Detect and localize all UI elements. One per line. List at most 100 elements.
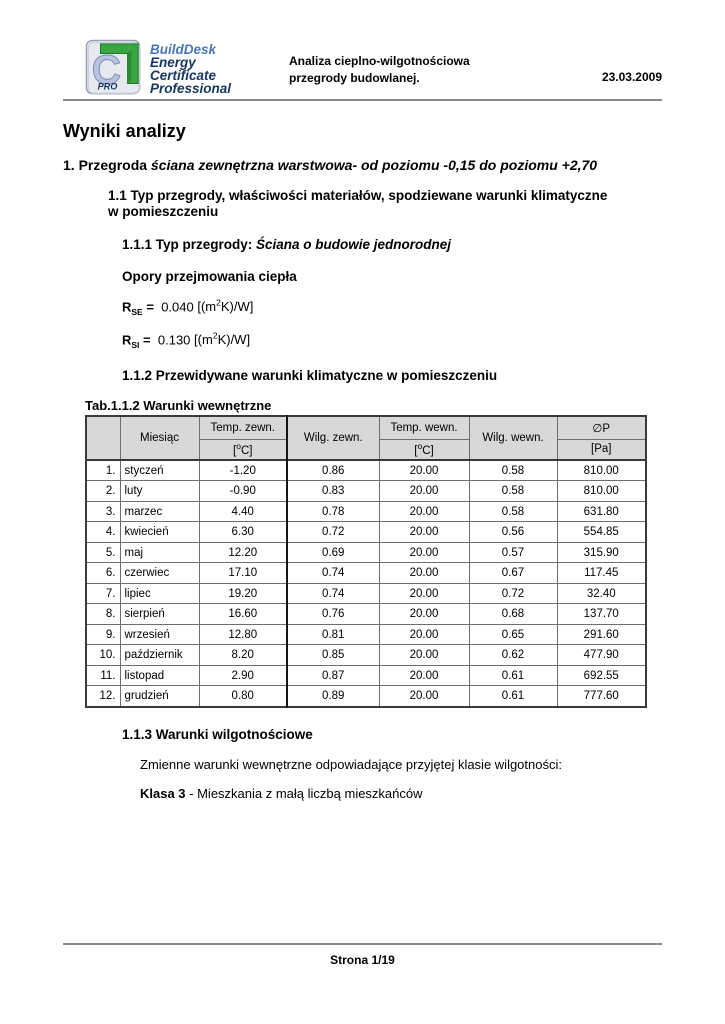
- cell-wilg_zewn: 0.78: [286, 500, 380, 523]
- months-table-body: 1. styczeń -1.20 0.86 20.00 0.58 810.00 2. luty -…: [85, 459, 647, 708]
- cell-temp_zewn: 2.90: [198, 664, 288, 687]
- rse-value-line: RSE = 0.040 [(m2K)/W]: [122, 298, 662, 317]
- cell-temp_wewn: 20.00: [378, 664, 470, 687]
- cell-month: listopad: [119, 664, 200, 687]
- rse-subscript: SE: [131, 306, 143, 317]
- svg-text:C: C: [92, 46, 121, 92]
- table-row: 2. luty -0.90 0.83 20.00 0.58 810.00: [85, 480, 647, 502]
- cell-temp_zewn: 16.60: [198, 603, 288, 625]
- cell-month: styczeń: [119, 459, 200, 482]
- brand-name: BuildDesk: [150, 42, 217, 57]
- document-header: C PRO BuildDesk Energy Certificate Profe…: [63, 38, 662, 101]
- cell-temp_wewn: 20.00: [378, 480, 470, 502]
- cell-p: 315.90: [556, 541, 647, 564]
- cell-month: październik: [119, 644, 200, 666]
- cell-wilg_wewn: 0.58: [468, 480, 558, 502]
- page-title: Wyniki analizy: [63, 121, 186, 141]
- cell-wilg_zewn: 0.81: [286, 623, 380, 646]
- section-1-title: ściana zewnętrzna warstwowa- od poziomu …: [150, 157, 598, 173]
- cell-temp_wewn: 20.00: [378, 500, 470, 523]
- rse-equals: =: [146, 299, 154, 315]
- cell-p: 777.60: [556, 685, 647, 708]
- cell-no: 2.: [85, 480, 121, 502]
- rsi-subscript: SI: [131, 339, 140, 350]
- section-1-1-1-heading: 1.1.1 Typ przegrody: Ściana o budowie je…: [122, 237, 662, 252]
- cell-temp_wewn: 20.00: [378, 562, 470, 584]
- section-1-1-line2: w pomieszczeniu: [108, 204, 219, 219]
- cell-month: wrzesień: [119, 623, 200, 646]
- table-row: 5. maj 12.20 0.69 20.00 0.57 315.90: [85, 541, 647, 564]
- cell-wilg_wewn: 0.72: [468, 582, 558, 605]
- cell-temp_wewn: 20.00: [378, 685, 470, 708]
- cell-month: sierpień: [119, 603, 200, 625]
- cell-temp_wewn: 20.00: [378, 541, 470, 564]
- cell-wilg_wewn: 0.57: [468, 541, 558, 564]
- cell-p: 291.60: [556, 623, 647, 646]
- section-1-prefix: 1. Przegroda: [63, 157, 151, 173]
- section-1-1-line1: 1.1 Typ przegrody, właściwości materiałó…: [108, 188, 608, 203]
- cell-no: 4.: [85, 521, 121, 543]
- cell-temp_zewn: 12.80: [198, 623, 288, 646]
- cell-wilg_zewn: 0.86: [286, 459, 380, 482]
- cell-wilg_zewn: 0.85: [286, 644, 380, 666]
- cell-p: 554.85: [556, 521, 647, 543]
- section-1-1-2-heading: 1.1.2 Przewidywane warunki klimatyczne w…: [122, 367, 498, 383]
- cell-temp_zewn: 19.20: [198, 582, 288, 605]
- col-header-empty: [85, 415, 121, 461]
- section-1-1-1-label: 1.1.1 Typ przegrody:: [122, 237, 257, 252]
- col-header-pressure: ∅P: [556, 415, 647, 440]
- cell-temp_wewn: 20.00: [378, 603, 470, 625]
- rsi-unit: [(m2K)/W]: [194, 330, 251, 348]
- builddesk-logo-icon: C PRO: [85, 39, 141, 95]
- builddesk-logo: C PRO BuildDesk Energy Certificate Profe…: [85, 39, 231, 97]
- unit-temp-wewn: [oC]: [378, 438, 470, 461]
- table-row: 8. sierpień 16.60 0.76 20.00 0.68 137.70: [85, 603, 647, 625]
- col-header-month: Miesiąc: [119, 415, 200, 461]
- svg-text:PRO: PRO: [98, 81, 118, 91]
- col-header-wilg-wewn: Wilg. wewn.: [468, 415, 558, 461]
- cell-wilg_wewn: 0.58: [468, 500, 558, 523]
- cell-month: grudzień: [119, 685, 200, 708]
- cell-temp_zewn: -1.20: [198, 459, 288, 482]
- cell-temp_zewn: 8.20: [198, 644, 288, 666]
- cell-wilg_zewn: 0.76: [286, 603, 380, 625]
- brand-line-certificate: Certificate: [150, 68, 217, 83]
- cell-temp_wewn: 20.00: [378, 521, 470, 543]
- moisture-class-line: Klasa 3 - Mieszkania z małą liczbą miesz…: [140, 786, 662, 801]
- rse-symbol: R: [122, 299, 132, 315]
- cell-no: 5.: [85, 541, 121, 564]
- cell-temp_wewn: 20.00: [378, 623, 470, 646]
- cell-temp_wewn: 20.00: [378, 459, 470, 482]
- table-caption: Tab.1.1.2 Warunki wewnętrzne: [85, 397, 272, 413]
- cell-wilg_wewn: 0.61: [468, 685, 558, 708]
- brand-line-professional: Professional: [150, 81, 232, 96]
- table-row: 3. marzec 4.40 0.78 20.00 0.58 631.80: [85, 500, 647, 523]
- cell-temp_zewn: 17.10: [198, 562, 288, 584]
- table-header: Miesiąc Temp. zewn. Wilg. zewn. Temp. we…: [85, 415, 647, 461]
- cell-wilg_zewn: 0.72: [286, 521, 380, 543]
- cell-no: 6.: [85, 562, 121, 584]
- document-title-line1: Analiza cieplno-wilgotnościowa: [289, 54, 470, 68]
- unit-temp-zewn: [oC]: [198, 438, 288, 461]
- internal-conditions-table: Miesiąc Temp. zewn. Wilg. zewn. Temp. we…: [85, 414, 647, 708]
- page-number: Strona 1/19: [330, 953, 395, 967]
- cell-no: 1.: [85, 459, 121, 482]
- table-row: 4. kwiecień 6.30 0.72 20.00 0.56 554.85: [85, 521, 647, 543]
- brand-text: BuildDesk Energy Certificate Professiona…: [150, 39, 231, 97]
- table-row: 11. listopad 2.90 0.87 20.00 0.61 692.55: [85, 664, 647, 687]
- cell-temp_wewn: 20.00: [378, 582, 470, 605]
- unit-pressure: [Pa]: [556, 438, 647, 461]
- cell-wilg_wewn: 0.62: [468, 644, 558, 666]
- rsi-value-line: RSI = 0.130 [(m2K)/W]: [122, 331, 662, 350]
- cell-wilg_wewn: 0.61: [468, 664, 558, 687]
- table-row: 10. październik 8.20 0.85 20.00 0.62 477.90: [85, 644, 647, 666]
- cell-month: luty: [119, 480, 200, 502]
- cell-no: 10.: [85, 644, 121, 666]
- wall-type-value: Ściana o budowie jednorodnej: [256, 237, 452, 252]
- document-title: Analiza cieplno-wilgotnościowa przegrody…: [289, 53, 470, 87]
- cell-no: 12.: [85, 685, 121, 708]
- col-header-temp-wewn: Temp. wewn.: [378, 415, 470, 440]
- col-header-temp-zewn: Temp. zewn.: [198, 415, 288, 440]
- rse-unit: [(m2K)/W]: [197, 298, 254, 315]
- brand-line-energy: Energy: [150, 55, 196, 70]
